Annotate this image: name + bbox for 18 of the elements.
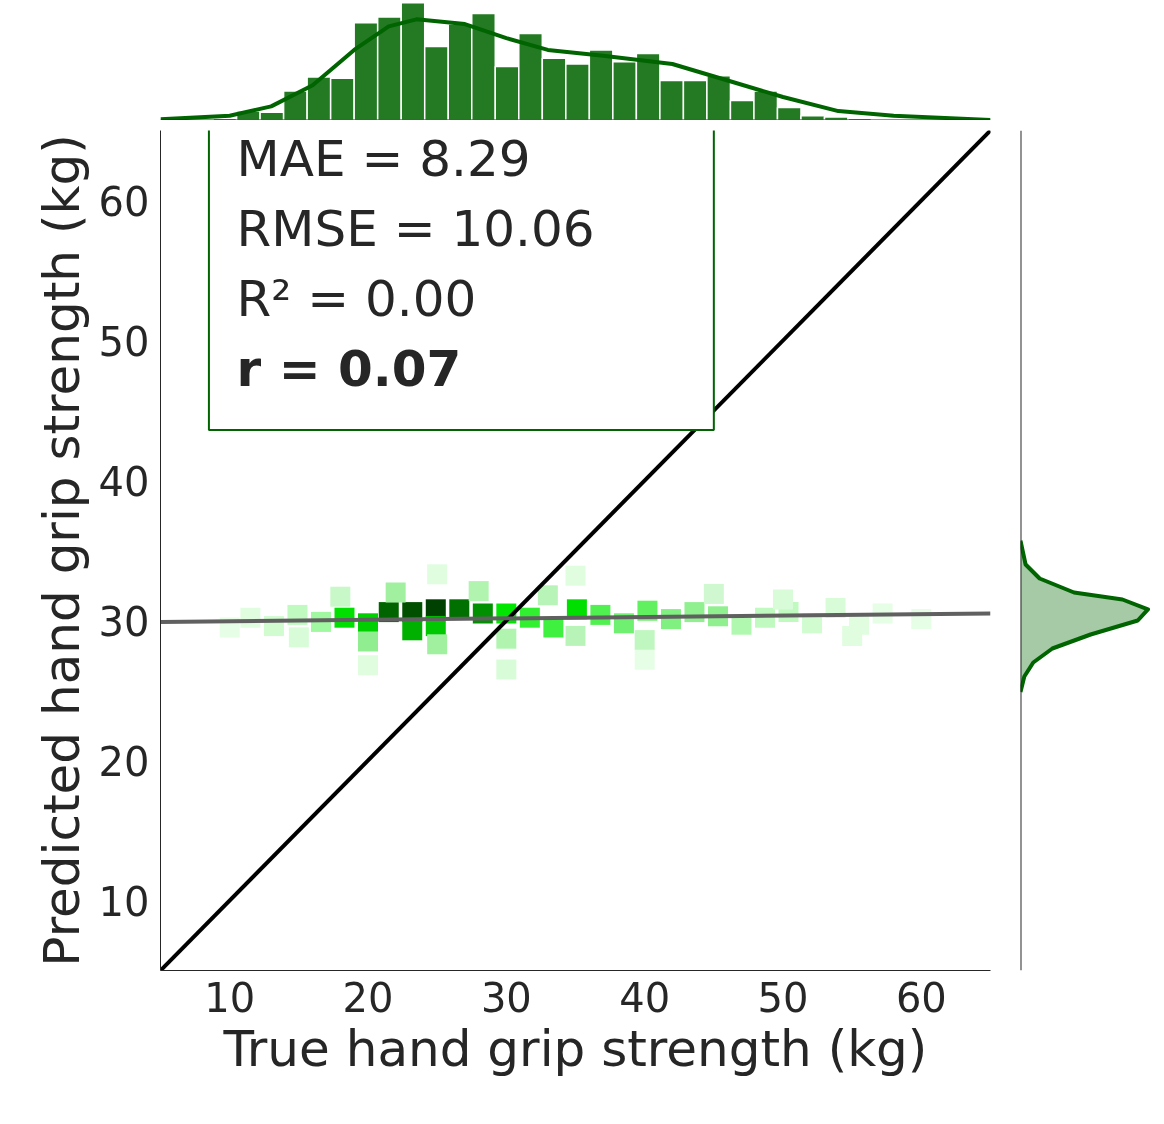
annotation: r = 0.07 [236, 339, 462, 398]
x-tick-label: 20 [342, 974, 394, 1021]
x-tick-label: 10 [204, 974, 256, 1021]
x-tick-label: 30 [480, 974, 532, 1021]
x-axis-title: True hand grip strength (kg) [222, 1019, 928, 1078]
x-tick-label: 50 [757, 974, 809, 1021]
x-tick-label: 60 [895, 974, 947, 1021]
y-axis-title: Predicted hand grip strength (kg) [32, 134, 91, 967]
y-tick-label: 10 [98, 878, 150, 925]
annotation: MAE = 8.29 [236, 129, 531, 188]
x-tick-label: 40 [619, 974, 671, 1021]
y-tick-label: 40 [98, 458, 150, 505]
y-tick-label: 20 [98, 738, 150, 785]
y-tick-label: 50 [98, 318, 150, 365]
y-tick-label: 30 [98, 598, 150, 645]
annotation: RMSE = 10.06 [236, 199, 595, 258]
annotation: R² = 0.00 [236, 269, 477, 328]
y-tick-label: 60 [98, 178, 150, 225]
